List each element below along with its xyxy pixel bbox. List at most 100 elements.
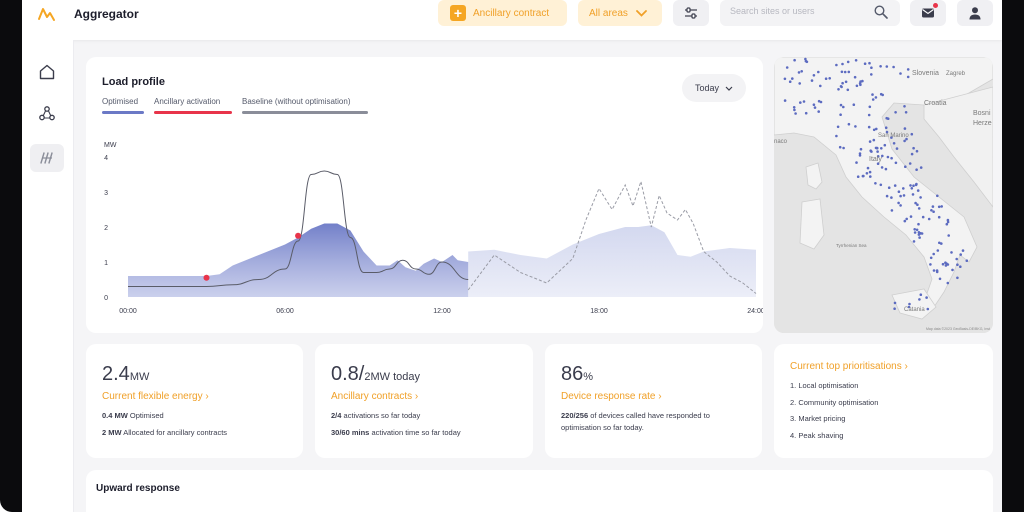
site-marker <box>908 162 912 165</box>
site-marker <box>868 61 871 65</box>
stat-detail-text: optimisation so far today. <box>561 423 644 432</box>
flexible-energy-link[interactable]: Current flexible energy › <box>102 391 209 402</box>
site-marker <box>802 100 806 103</box>
site-marker <box>868 170 872 174</box>
site-marker <box>917 222 920 226</box>
site-marker <box>903 105 906 108</box>
land-sicily <box>891 288 937 320</box>
site-marker <box>865 172 869 175</box>
stat-detail-value: 2/4 <box>331 411 342 420</box>
sites-map[interactable]: Slovenia Zagreb Croatia Bosni Herze San Marin… <box>774 57 993 333</box>
device-response-value: 86% <box>561 363 593 386</box>
search-input[interactable] <box>730 6 870 16</box>
site-marker <box>874 96 878 99</box>
site-marker <box>904 165 907 168</box>
stat-unit: MW <box>129 371 150 383</box>
messages-button[interactable] <box>910 0 946 26</box>
sliders-icon <box>685 7 697 19</box>
site-marker <box>914 201 917 205</box>
areas-select[interactable]: All areas <box>578 0 662 26</box>
site-marker <box>911 193 915 196</box>
site-marker <box>903 219 907 223</box>
date-range-select[interactable]: Today <box>682 74 746 102</box>
site-marker <box>890 156 893 160</box>
upward-response-title: Upward response <box>96 483 180 494</box>
stat-detail-text: activations so far today <box>341 411 421 420</box>
site-marker <box>884 167 888 171</box>
site-marker <box>935 269 939 272</box>
site-marker <box>905 137 908 141</box>
search-box <box>720 0 900 26</box>
site-marker <box>907 305 911 309</box>
date-range-value: Today <box>694 83 720 93</box>
site-marker <box>906 75 910 79</box>
chevron-down-icon <box>725 86 733 91</box>
map-attribution: Map data ©2023 GeoBasis-DE/BKG, Inst. <box>926 327 991 331</box>
site-marker <box>788 80 792 83</box>
site-marker <box>950 251 953 254</box>
site-marker <box>855 84 859 88</box>
site-marker <box>800 70 803 73</box>
prioritisations-link[interactable]: Current top prioritisations › <box>790 361 908 372</box>
site-marker <box>912 240 916 243</box>
lightning-icon <box>40 152 53 164</box>
site-marker <box>798 82 801 85</box>
site-marker <box>931 205 935 208</box>
site-marker <box>846 60 850 64</box>
site-marker <box>879 65 882 68</box>
site-marker <box>921 215 925 219</box>
sidebar-item-community[interactable] <box>30 100 64 128</box>
legend-item-ancillary-activation[interactable]: Ancillary activation <box>154 97 232 114</box>
site-marker <box>897 201 900 205</box>
legend-item-baseline[interactable]: Baseline (without optimisation) <box>242 97 368 114</box>
notification-dot <box>933 3 938 8</box>
device-response-link[interactable]: Device response rate › <box>561 391 662 402</box>
site-marker <box>885 194 889 198</box>
site-marker <box>886 117 890 120</box>
prioritisation-item: 3. Market pricing <box>790 414 846 423</box>
y-axis-unit-label: MW <box>104 142 117 149</box>
legend-item-optimised[interactable]: Optimised <box>102 97 144 114</box>
user-icon <box>969 7 981 20</box>
site-marker <box>859 83 862 87</box>
plus-icon: + <box>450 5 466 21</box>
site-marker <box>799 101 802 104</box>
filter-button[interactable] <box>673 0 709 26</box>
site-marker <box>940 242 943 245</box>
site-marker <box>841 81 844 85</box>
map-canvas[interactable]: Slovenia Zagreb Croatia Bosni Herze San Marin… <box>774 57 993 333</box>
search-icon[interactable] <box>874 5 888 19</box>
network-icon <box>39 106 55 121</box>
site-marker <box>804 57 807 61</box>
site-marker <box>887 186 891 189</box>
site-marker <box>915 182 918 186</box>
site-marker <box>861 79 864 83</box>
user-profile-button[interactable] <box>957 0 993 26</box>
ancillary-contracts-link[interactable]: Ancillary contracts › <box>331 391 419 402</box>
mail-icon <box>922 8 934 18</box>
site-marker <box>947 234 950 237</box>
site-marker <box>892 65 895 69</box>
ancillary-contract-button[interactable]: + Ancillary contract <box>438 0 567 26</box>
site-marker <box>932 252 935 256</box>
x-tick-label: 18:00 <box>590 308 608 315</box>
app-title: Aggregator <box>74 7 139 21</box>
load-profile-title: Load profile <box>102 76 165 88</box>
stat-detail-value: 220/256 <box>561 411 589 420</box>
legend-swatch-baseline <box>242 111 368 114</box>
site-marker <box>783 99 787 102</box>
site-marker <box>835 134 838 138</box>
site-marker <box>871 93 874 96</box>
sidebar-item-home[interactable] <box>30 58 64 86</box>
stat-detail: 0.4 MW Optimised <box>102 410 164 422</box>
site-marker <box>879 92 883 96</box>
site-marker <box>862 174 865 178</box>
site-marker <box>854 125 857 128</box>
site-marker <box>880 166 884 169</box>
stat-card-device-response: 86% Device response rate › 220/256 of de… <box>545 344 762 458</box>
baseline-line <box>128 170 469 287</box>
ancillary-contracts-value: 0.8/2MW today <box>331 363 420 386</box>
site-marker <box>961 249 965 252</box>
sidebar-item-flexibility[interactable] <box>30 144 64 172</box>
site-marker <box>839 113 842 116</box>
